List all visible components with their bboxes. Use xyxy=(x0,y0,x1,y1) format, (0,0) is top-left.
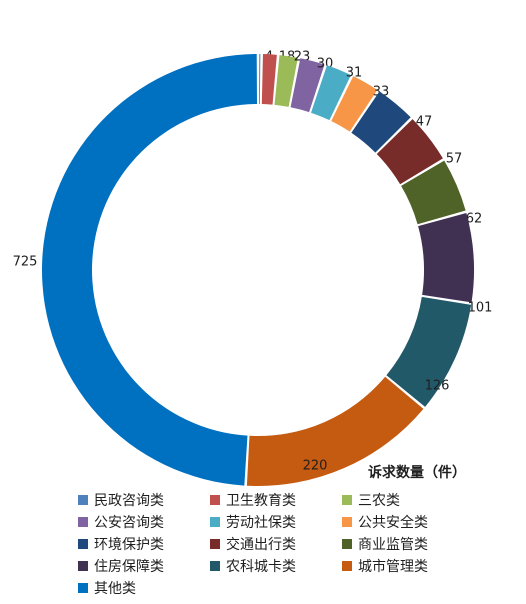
legend-item-1: 民政咨询类 xyxy=(78,489,164,511)
legend-item-9: 商业监管类 xyxy=(342,533,428,555)
legend-swatch xyxy=(210,495,220,505)
legend-swatch xyxy=(78,539,88,549)
data-label-8: 57 xyxy=(446,152,463,167)
legend-label: 公共安全类 xyxy=(358,515,428,531)
legend-label: 卫生教育类 xyxy=(226,493,296,509)
legend-label: 公安咨询类 xyxy=(94,515,164,531)
donut-slice-2 xyxy=(261,54,277,105)
legend-swatch xyxy=(342,539,352,549)
legend-item-5: 劳动社保类 xyxy=(210,511,296,533)
legend-label: 环境保护类 xyxy=(94,537,164,553)
legend-label: 三农类 xyxy=(358,493,400,509)
legend-item-8: 交通出行类 xyxy=(210,533,296,555)
data-label-9: 62 xyxy=(466,212,483,227)
legend-label: 商业监管类 xyxy=(358,537,428,553)
legend-swatch xyxy=(210,517,220,527)
donut-slice-9 xyxy=(401,160,466,225)
data-label-7: 47 xyxy=(416,115,433,130)
legend-swatch xyxy=(342,517,352,527)
legend-swatch xyxy=(210,539,220,549)
legend-swatch xyxy=(342,561,352,571)
legend-item-4: 公安咨询类 xyxy=(78,511,164,533)
donut-slice-7 xyxy=(351,91,411,153)
legend-item-12: 城市管理类 xyxy=(342,555,428,577)
donut-slice-3 xyxy=(274,55,298,107)
donut-slice-11 xyxy=(386,296,472,407)
legend-item-3: 三农类 xyxy=(342,489,400,511)
donut-slice-13 xyxy=(41,54,258,486)
legend-label: 民政咨询类 xyxy=(94,493,164,509)
data-label-13: 725 xyxy=(13,255,38,270)
legend-swatch xyxy=(210,561,220,571)
data-label-12: 220 xyxy=(303,459,328,474)
legend-item-7: 环境保护类 xyxy=(78,533,164,555)
donut-slice-6 xyxy=(331,76,378,132)
legend-swatch xyxy=(78,517,88,527)
data-label-10: 101 xyxy=(468,301,493,316)
data-label-5: 31 xyxy=(346,66,363,81)
donut-slice-8 xyxy=(376,119,443,185)
legend-item-6: 公共安全类 xyxy=(342,511,428,533)
legend-swatch xyxy=(78,583,88,593)
legend-label: 其他类 xyxy=(94,581,136,597)
legend-label: 城市管理类 xyxy=(358,559,428,575)
legend-swatch xyxy=(78,495,88,505)
legend-swatch xyxy=(78,561,88,571)
legend-label: 交通出行类 xyxy=(226,537,296,553)
legend-item-11: 农科城卡类 xyxy=(210,555,296,577)
donut-slice-1 xyxy=(258,54,261,105)
legend-item-13: 其他类 xyxy=(78,577,136,599)
donut-slice-5 xyxy=(311,65,351,121)
donut-slice-12 xyxy=(246,376,424,486)
legend-label: 农科城卡类 xyxy=(226,559,296,575)
legend-label: 住房保障类 xyxy=(94,559,164,575)
legend-label: 劳动社保类 xyxy=(226,515,296,531)
data-label-11: 126 xyxy=(425,379,450,394)
donut-slice-10 xyxy=(418,212,474,303)
value-axis-label: 诉求数量（件） xyxy=(368,465,466,481)
donut-slice-4 xyxy=(290,58,325,113)
legend-swatch xyxy=(342,495,352,505)
legend-item-10: 住房保障类 xyxy=(78,555,164,577)
legend-item-2: 卫生教育类 xyxy=(210,489,296,511)
